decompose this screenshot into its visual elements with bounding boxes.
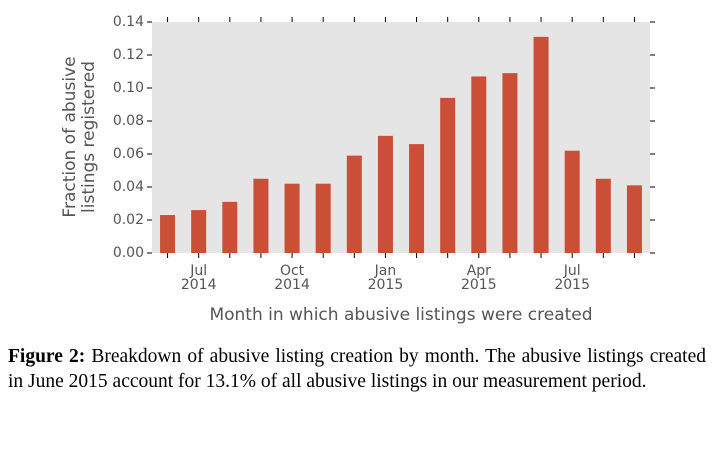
caption-text: Breakdown of abusive listing creation by… [8,346,706,392]
x-tick-label: Jul 2015 [554,263,590,293]
x-tick-label: Oct 2014 [274,263,310,293]
y-tick-label: 0.12 [113,47,144,63]
bar [564,150,580,253]
bar [160,215,176,253]
bar [253,178,269,253]
x-tick-label: Apr 2015 [460,263,497,293]
bar [440,97,456,254]
bar [626,185,642,253]
chart: 0.00 0.02 0.04 0.06 0.08 0.10 0.12 0.14 [113,14,655,261]
y-tick-label: 0.14 [113,14,144,30]
bar [377,135,393,253]
bar [502,73,518,254]
y-tick-label: 0.06 [113,146,144,162]
x-axis-label: Month in which abusive listings were cre… [209,305,593,325]
y-tick-label: 0.00 [113,245,144,261]
y-tick-label: 0.02 [113,212,144,228]
bar [533,36,549,253]
bar [284,183,300,253]
x-tick-label: Jul 2014 [180,263,217,293]
bar [471,76,487,253]
x-tick-label: Jan 2015 [367,263,404,293]
bar [191,210,207,253]
bar [346,155,362,253]
y-tick-label: 0.04 [113,179,144,195]
bar [595,178,611,253]
bar [315,183,331,253]
y-tick-label: 0.08 [113,113,144,129]
bar [222,201,238,253]
y-tick-label: 0.10 [113,80,144,96]
bar [409,144,425,253]
y-axis-label: Fraction of abusive listings registered [60,56,99,218]
caption-label: Figure 2: [8,346,86,367]
caption: Figure 2: Breakdown of abusive listing c… [8,344,706,394]
